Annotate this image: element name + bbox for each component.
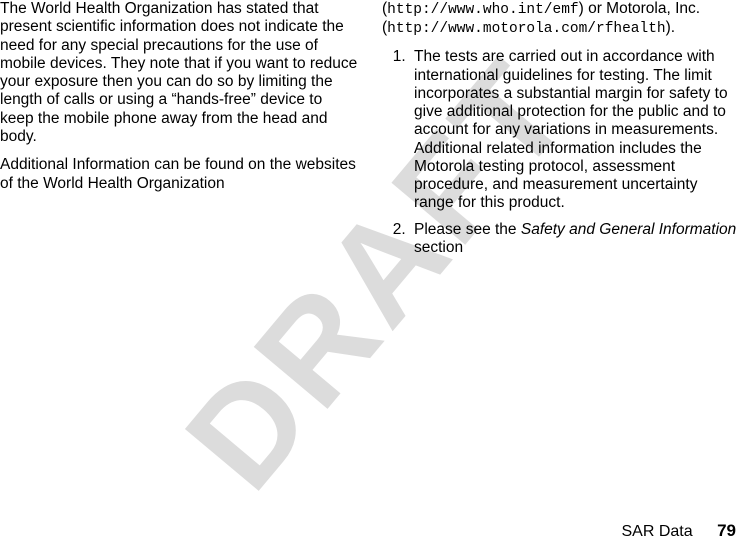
li2-post: section — [414, 239, 463, 256]
page-footer: SAR Data 79 — [621, 521, 736, 541]
li2-pre: Please see the — [414, 221, 521, 238]
motorola-url: http://www.motorola.com/rfhealth — [387, 21, 665, 37]
page-number: 79 — [717, 521, 736, 540]
additional-info-paragraph: Additional Information can be found on t… — [0, 156, 358, 193]
numbered-list: The tests are carried out in accordance … — [382, 48, 740, 257]
urls-paragraph: (http://www.who.int/emf) or Motorola, In… — [382, 0, 740, 38]
list-item: Please see the Safety and General Inform… — [410, 221, 740, 258]
content-columns: The World Health Organization has stated… — [0, 0, 756, 265]
footer-label: SAR Data — [621, 523, 692, 540]
paren-close: ). — [666, 19, 675, 36]
left-column: The World Health Organization has stated… — [0, 0, 358, 265]
li2-italic: Safety and General Information — [521, 221, 736, 238]
who-statement-paragraph: The World Health Organization has stated… — [0, 0, 358, 146]
list-item: The tests are carried out in accordance … — [410, 48, 740, 213]
who-url: http://www.who.int/emf — [387, 2, 578, 18]
right-column: (http://www.who.int/emf) or Motorola, In… — [382, 0, 740, 265]
